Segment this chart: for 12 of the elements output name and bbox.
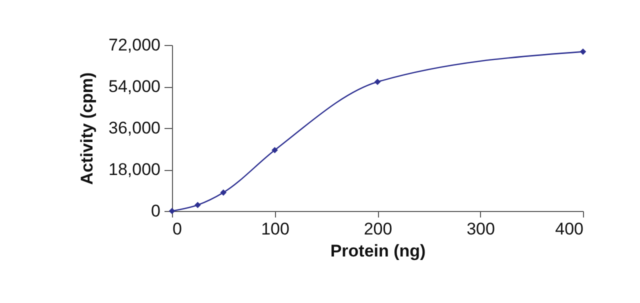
x-tick-label: 400 — [555, 220, 584, 238]
y-tick-label: 54,000 — [108, 77, 160, 96]
y-axis-title: Activity (cpm) — [78, 72, 97, 185]
x-tick-label: 0 — [172, 220, 182, 238]
x-tick-label: 100 — [261, 220, 290, 238]
y-tick-label: 72,000 — [108, 36, 160, 54]
y-tick-label: 0 — [151, 202, 160, 220]
x-tick-label: 300 — [466, 220, 495, 238]
x-tick-label: 200 — [364, 220, 392, 238]
x-axis-title: Protein (ng) — [330, 242, 426, 260]
y-tick-label: 36,000 — [108, 118, 160, 138]
y-tick-label: 18,000 — [108, 160, 160, 179]
